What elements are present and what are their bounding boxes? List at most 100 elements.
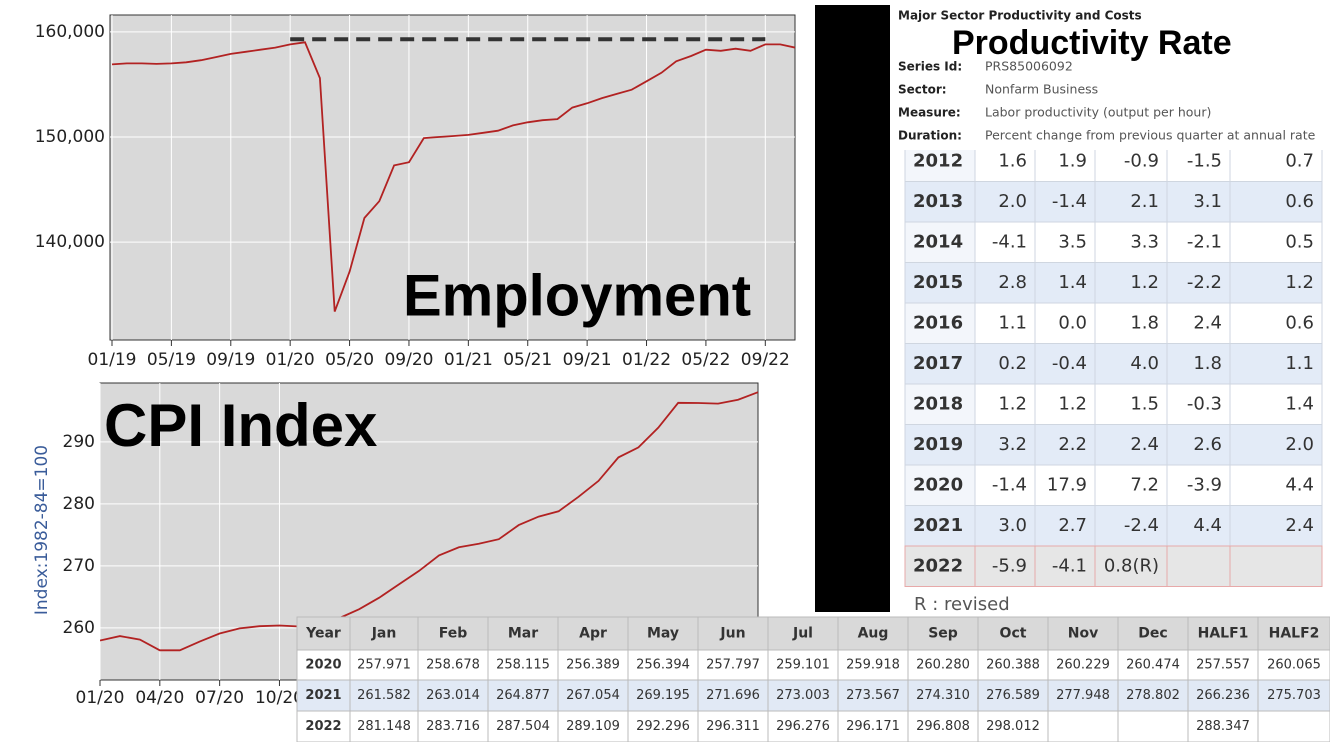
table-value: 3.0 (998, 515, 1027, 536)
table-cell (767, 649, 839, 681)
table-value: 0.6 (1285, 312, 1314, 333)
table-value: 1.2 (998, 393, 1027, 414)
table-cell (904, 262, 976, 304)
table-cell (487, 649, 559, 681)
table-value: 260.229 (1056, 658, 1110, 673)
x-tick-label: 09/22 (741, 350, 790, 370)
table-value: 259.101 (776, 658, 830, 673)
column-header: Jan (371, 626, 397, 642)
table-cell (974, 221, 1036, 263)
table-cell (349, 649, 419, 681)
banner-letter: O (836, 285, 869, 332)
table-cell (1034, 343, 1096, 385)
table-value: 2.7 (1058, 515, 1087, 536)
table-cell (767, 616, 839, 651)
table-cell (1094, 302, 1168, 344)
table-value: 260.065 (1267, 658, 1321, 673)
table-value: 4.0 (1130, 353, 1159, 374)
table-value: -1.4 (1052, 191, 1087, 212)
table-cell (837, 649, 909, 681)
table-value: 1.1 (998, 312, 1027, 333)
table-cell (1166, 424, 1231, 466)
table-value: 287.504 (496, 719, 550, 734)
x-tick-label: 09/21 (563, 350, 612, 370)
table-value: 1.5 (1130, 393, 1159, 414)
table-value: 1.8 (1193, 353, 1222, 374)
table-cell (1094, 464, 1168, 506)
row-year: 2014 (913, 231, 963, 252)
table-cell (1257, 710, 1330, 742)
table-cell (1034, 424, 1096, 466)
table-cell (1034, 464, 1096, 506)
y-tick-label: 160,000 (35, 22, 105, 42)
row-year: 2022 (913, 555, 963, 576)
table-value: -5.9 (992, 555, 1027, 576)
table-value: 1.2 (1285, 272, 1314, 293)
table-value: 258.115 (496, 658, 550, 673)
row-year: 2012 (913, 150, 963, 171)
table-cell (1047, 679, 1119, 712)
table-value: 257.557 (1196, 658, 1250, 673)
column-header: Nov (1068, 626, 1098, 642)
table-value: -0.3 (1187, 393, 1222, 414)
note: R : revised (914, 594, 1010, 615)
table-value: 283.716 (426, 719, 480, 734)
table-value: 1.1 (1285, 353, 1314, 374)
table-cell (1166, 343, 1231, 385)
table-value: 7.2 (1130, 474, 1159, 495)
table-cell (1117, 616, 1189, 651)
banner-letter: E (838, 80, 866, 127)
column-header: Mar (508, 626, 538, 642)
column-header: Apr (579, 626, 607, 642)
table-value: 3.5 (1058, 231, 1087, 252)
table-cell (697, 616, 769, 651)
table-cell (1094, 181, 1168, 223)
field-label: Measure: (898, 106, 961, 120)
table-value: 256.394 (636, 658, 690, 673)
table-cell (296, 649, 351, 681)
table-value: 263.014 (426, 688, 480, 703)
column-header: Dec (1138, 626, 1167, 642)
table-value: 256.389 (566, 658, 620, 673)
panel-title: Major Sector Productivity and Costs (898, 9, 1142, 23)
table-cell (296, 710, 351, 742)
x-tick-label: 10/20 (255, 688, 304, 708)
table-cell (1047, 649, 1119, 681)
table-value: 292.296 (636, 719, 690, 734)
table-value: 1.2 (1130, 272, 1159, 293)
table-cell (1166, 302, 1231, 344)
table-value: 0.0 (1058, 312, 1087, 333)
table-cell (1229, 545, 1323, 587)
x-tick-label: 05/21 (503, 350, 552, 370)
x-tick-label: 01/21 (444, 350, 493, 370)
row-year: 2019 (913, 434, 963, 455)
table-value: 289.109 (566, 719, 620, 734)
banner-letter: I (846, 422, 858, 469)
x-tick-label: 01/20 (266, 350, 315, 370)
row-year: 2013 (913, 191, 963, 212)
table-value: 281.148 (357, 719, 411, 734)
x-tick-label: 07/20 (195, 688, 244, 708)
table-value: -0.4 (1052, 353, 1087, 374)
table-value: 264.877 (496, 688, 550, 703)
table-value: 275.703 (1267, 688, 1321, 703)
table-value: 0.2 (998, 353, 1027, 374)
y-tick-label: 270 (63, 556, 95, 576)
table-value: 296.808 (916, 719, 970, 734)
table-value: 260.388 (986, 658, 1040, 673)
table-value: 274.310 (916, 688, 970, 703)
table-cell (974, 181, 1036, 223)
table-value: 2.4 (1130, 434, 1159, 455)
field-label: Sector: (898, 83, 947, 97)
table-value: -0.9 (1124, 150, 1159, 171)
field-value: Nonfarm Business (985, 82, 1098, 97)
field-label: Duration: (898, 129, 962, 143)
table-value: 2.4 (1285, 515, 1314, 536)
table-value: 2.0 (998, 191, 1027, 212)
table-value: 1.2 (1058, 393, 1087, 414)
table-cell (974, 424, 1036, 466)
table-value: 3.3 (1130, 231, 1159, 252)
table-value: 277.948 (1056, 688, 1110, 703)
table-cell (349, 616, 419, 651)
